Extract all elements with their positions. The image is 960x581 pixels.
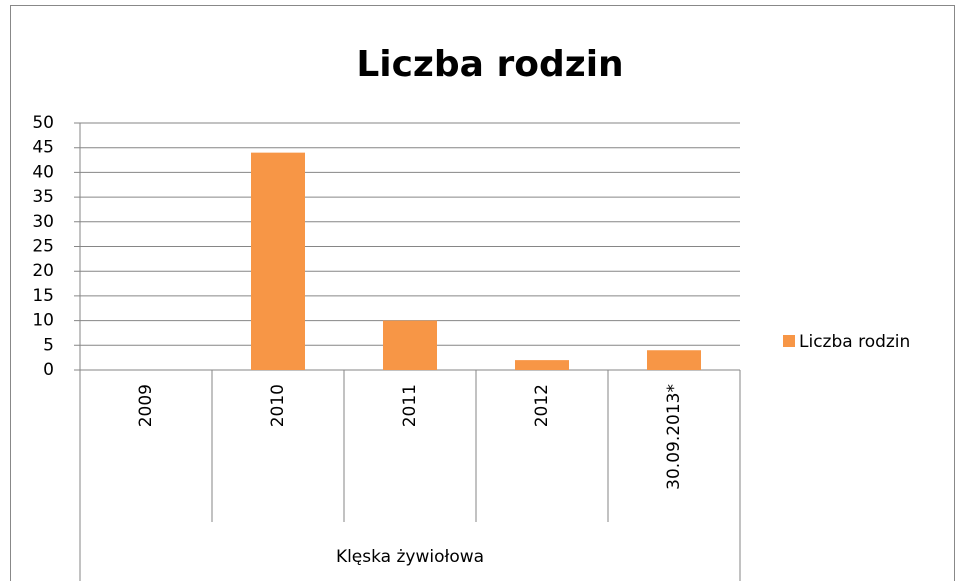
y-tick-label: 40 (32, 162, 54, 182)
y-tick-label: 25 (32, 237, 54, 257)
y-tick-label: 35 (32, 187, 54, 207)
y-tick-label: 50 (32, 113, 54, 133)
bar (251, 152, 305, 370)
x-tick-label: 2009 (136, 384, 156, 427)
chart-title: Liczba rodzin (356, 44, 623, 85)
bar (515, 360, 569, 370)
bar (383, 320, 437, 370)
y-tick-label: 45 (32, 138, 54, 158)
group-label: Klęska żywiołowa (336, 547, 484, 567)
y-tick-label: 5 (43, 335, 54, 355)
y-tick-label: 15 (32, 286, 54, 306)
chart-border (10, 5, 955, 581)
legend-label: Liczba rodzin (799, 332, 910, 352)
y-tick-label: 0 (43, 360, 54, 380)
y-tick-label: 10 (32, 311, 54, 331)
legend-swatch (783, 335, 795, 347)
y-tick-label: 20 (32, 261, 54, 281)
bar (647, 350, 701, 370)
x-tick-label: 2010 (268, 384, 288, 427)
x-tick-label: 2011 (400, 384, 420, 427)
x-tick-label: 2012 (532, 384, 552, 427)
x-tick-label: 30.09.2013* (664, 384, 684, 490)
y-tick-label: 30 (32, 212, 54, 232)
